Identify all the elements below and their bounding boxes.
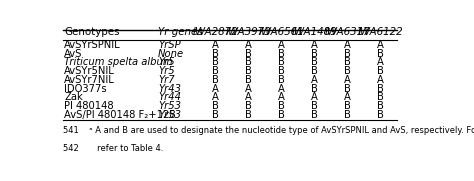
Text: AvS/PI 480148 F₂+128: AvS/PI 480148 F₂+128: [64, 110, 176, 120]
Text: B: B: [278, 66, 285, 76]
Text: B: B: [278, 49, 285, 59]
Text: 542       refer to Table 4.: 542 refer to Table 4.: [63, 144, 164, 153]
Text: A: A: [377, 57, 384, 67]
Text: A: A: [212, 40, 219, 50]
Text: B: B: [212, 57, 219, 67]
Text: B: B: [245, 75, 252, 85]
Text: Yr7: Yr7: [158, 75, 175, 85]
Text: IWA2872: IWA2872: [192, 27, 238, 37]
Text: B: B: [278, 57, 285, 67]
Text: A: A: [245, 92, 252, 102]
Text: Yr53: Yr53: [158, 101, 181, 111]
Text: B: B: [344, 101, 351, 111]
Text: B: B: [344, 66, 351, 76]
Text: B: B: [212, 101, 219, 111]
Text: B: B: [278, 101, 285, 111]
Text: A: A: [311, 92, 318, 102]
Text: AvS: AvS: [64, 49, 83, 59]
Text: Yr53: Yr53: [158, 110, 181, 120]
Text: B: B: [311, 49, 318, 59]
Text: A: A: [311, 40, 318, 50]
Text: A: A: [278, 92, 285, 102]
Text: B: B: [245, 49, 252, 59]
Text: PI 480148: PI 480148: [64, 101, 114, 111]
Text: IWA3973: IWA3973: [226, 27, 271, 37]
Text: A: A: [377, 40, 384, 50]
Text: Yr5: Yr5: [158, 66, 175, 76]
Text: B: B: [344, 110, 351, 120]
Text: Yr5: Yr5: [158, 57, 175, 67]
Text: B: B: [344, 57, 351, 67]
Text: IDO377s: IDO377s: [64, 84, 107, 94]
Text: A: A: [377, 75, 384, 85]
Text: B: B: [311, 110, 318, 120]
Text: B: B: [377, 110, 384, 120]
Text: A: A: [278, 84, 285, 94]
Text: A: A: [344, 92, 351, 102]
Text: Yr genes: Yr genes: [158, 27, 203, 37]
Text: B: B: [377, 101, 384, 111]
Text: B: B: [311, 66, 318, 76]
Text: B: B: [245, 57, 252, 67]
Text: B: B: [212, 75, 219, 85]
Text: YrSP: YrSP: [158, 40, 181, 50]
Text: A: A: [311, 75, 318, 85]
Text: A: A: [344, 75, 351, 85]
Text: None: None: [158, 49, 184, 59]
Text: B: B: [212, 66, 219, 76]
Text: B: B: [245, 110, 252, 120]
Text: B: B: [377, 49, 384, 59]
Text: B: B: [245, 66, 252, 76]
Text: IWA6122: IWA6122: [358, 27, 403, 37]
Text: B: B: [377, 66, 384, 76]
Text: B: B: [311, 101, 318, 111]
Text: IWA1489: IWA1489: [292, 27, 337, 37]
Text: B: B: [311, 57, 318, 67]
Text: Triticum spelta album: Triticum spelta album: [64, 57, 173, 67]
Text: A: A: [212, 84, 219, 94]
Text: B: B: [212, 49, 219, 59]
Text: Genotypes: Genotypes: [64, 27, 120, 37]
Text: AvSYrSPNIL: AvSYrSPNIL: [64, 40, 121, 50]
Text: B: B: [377, 84, 384, 94]
Text: A: A: [245, 84, 252, 94]
Text: Yr44: Yr44: [158, 92, 181, 102]
Text: A: A: [278, 40, 285, 50]
Text: B: B: [245, 101, 252, 111]
Text: AvSYr5NIL: AvSYr5NIL: [64, 66, 115, 76]
Text: B: B: [278, 110, 285, 120]
Text: IWA6317: IWA6317: [325, 27, 371, 37]
Text: Zak: Zak: [64, 92, 83, 102]
Text: IWA6561: IWA6561: [259, 27, 304, 37]
Text: A: A: [344, 40, 351, 50]
Text: B: B: [311, 84, 318, 94]
Text: B: B: [377, 92, 384, 102]
Text: A: A: [212, 92, 219, 102]
Text: B: B: [212, 110, 219, 120]
Text: B: B: [344, 84, 351, 94]
Text: A: A: [245, 40, 252, 50]
Text: B: B: [344, 49, 351, 59]
Text: 541    ᵃ A and B are used to designate the nucleotide type of AvSYrSPNIL and AvS: 541 ᵃ A and B are used to designate the …: [63, 126, 474, 135]
Text: Yr43: Yr43: [158, 84, 181, 94]
Text: AvSYr7NIL: AvSYr7NIL: [64, 75, 115, 85]
Text: B: B: [278, 75, 285, 85]
